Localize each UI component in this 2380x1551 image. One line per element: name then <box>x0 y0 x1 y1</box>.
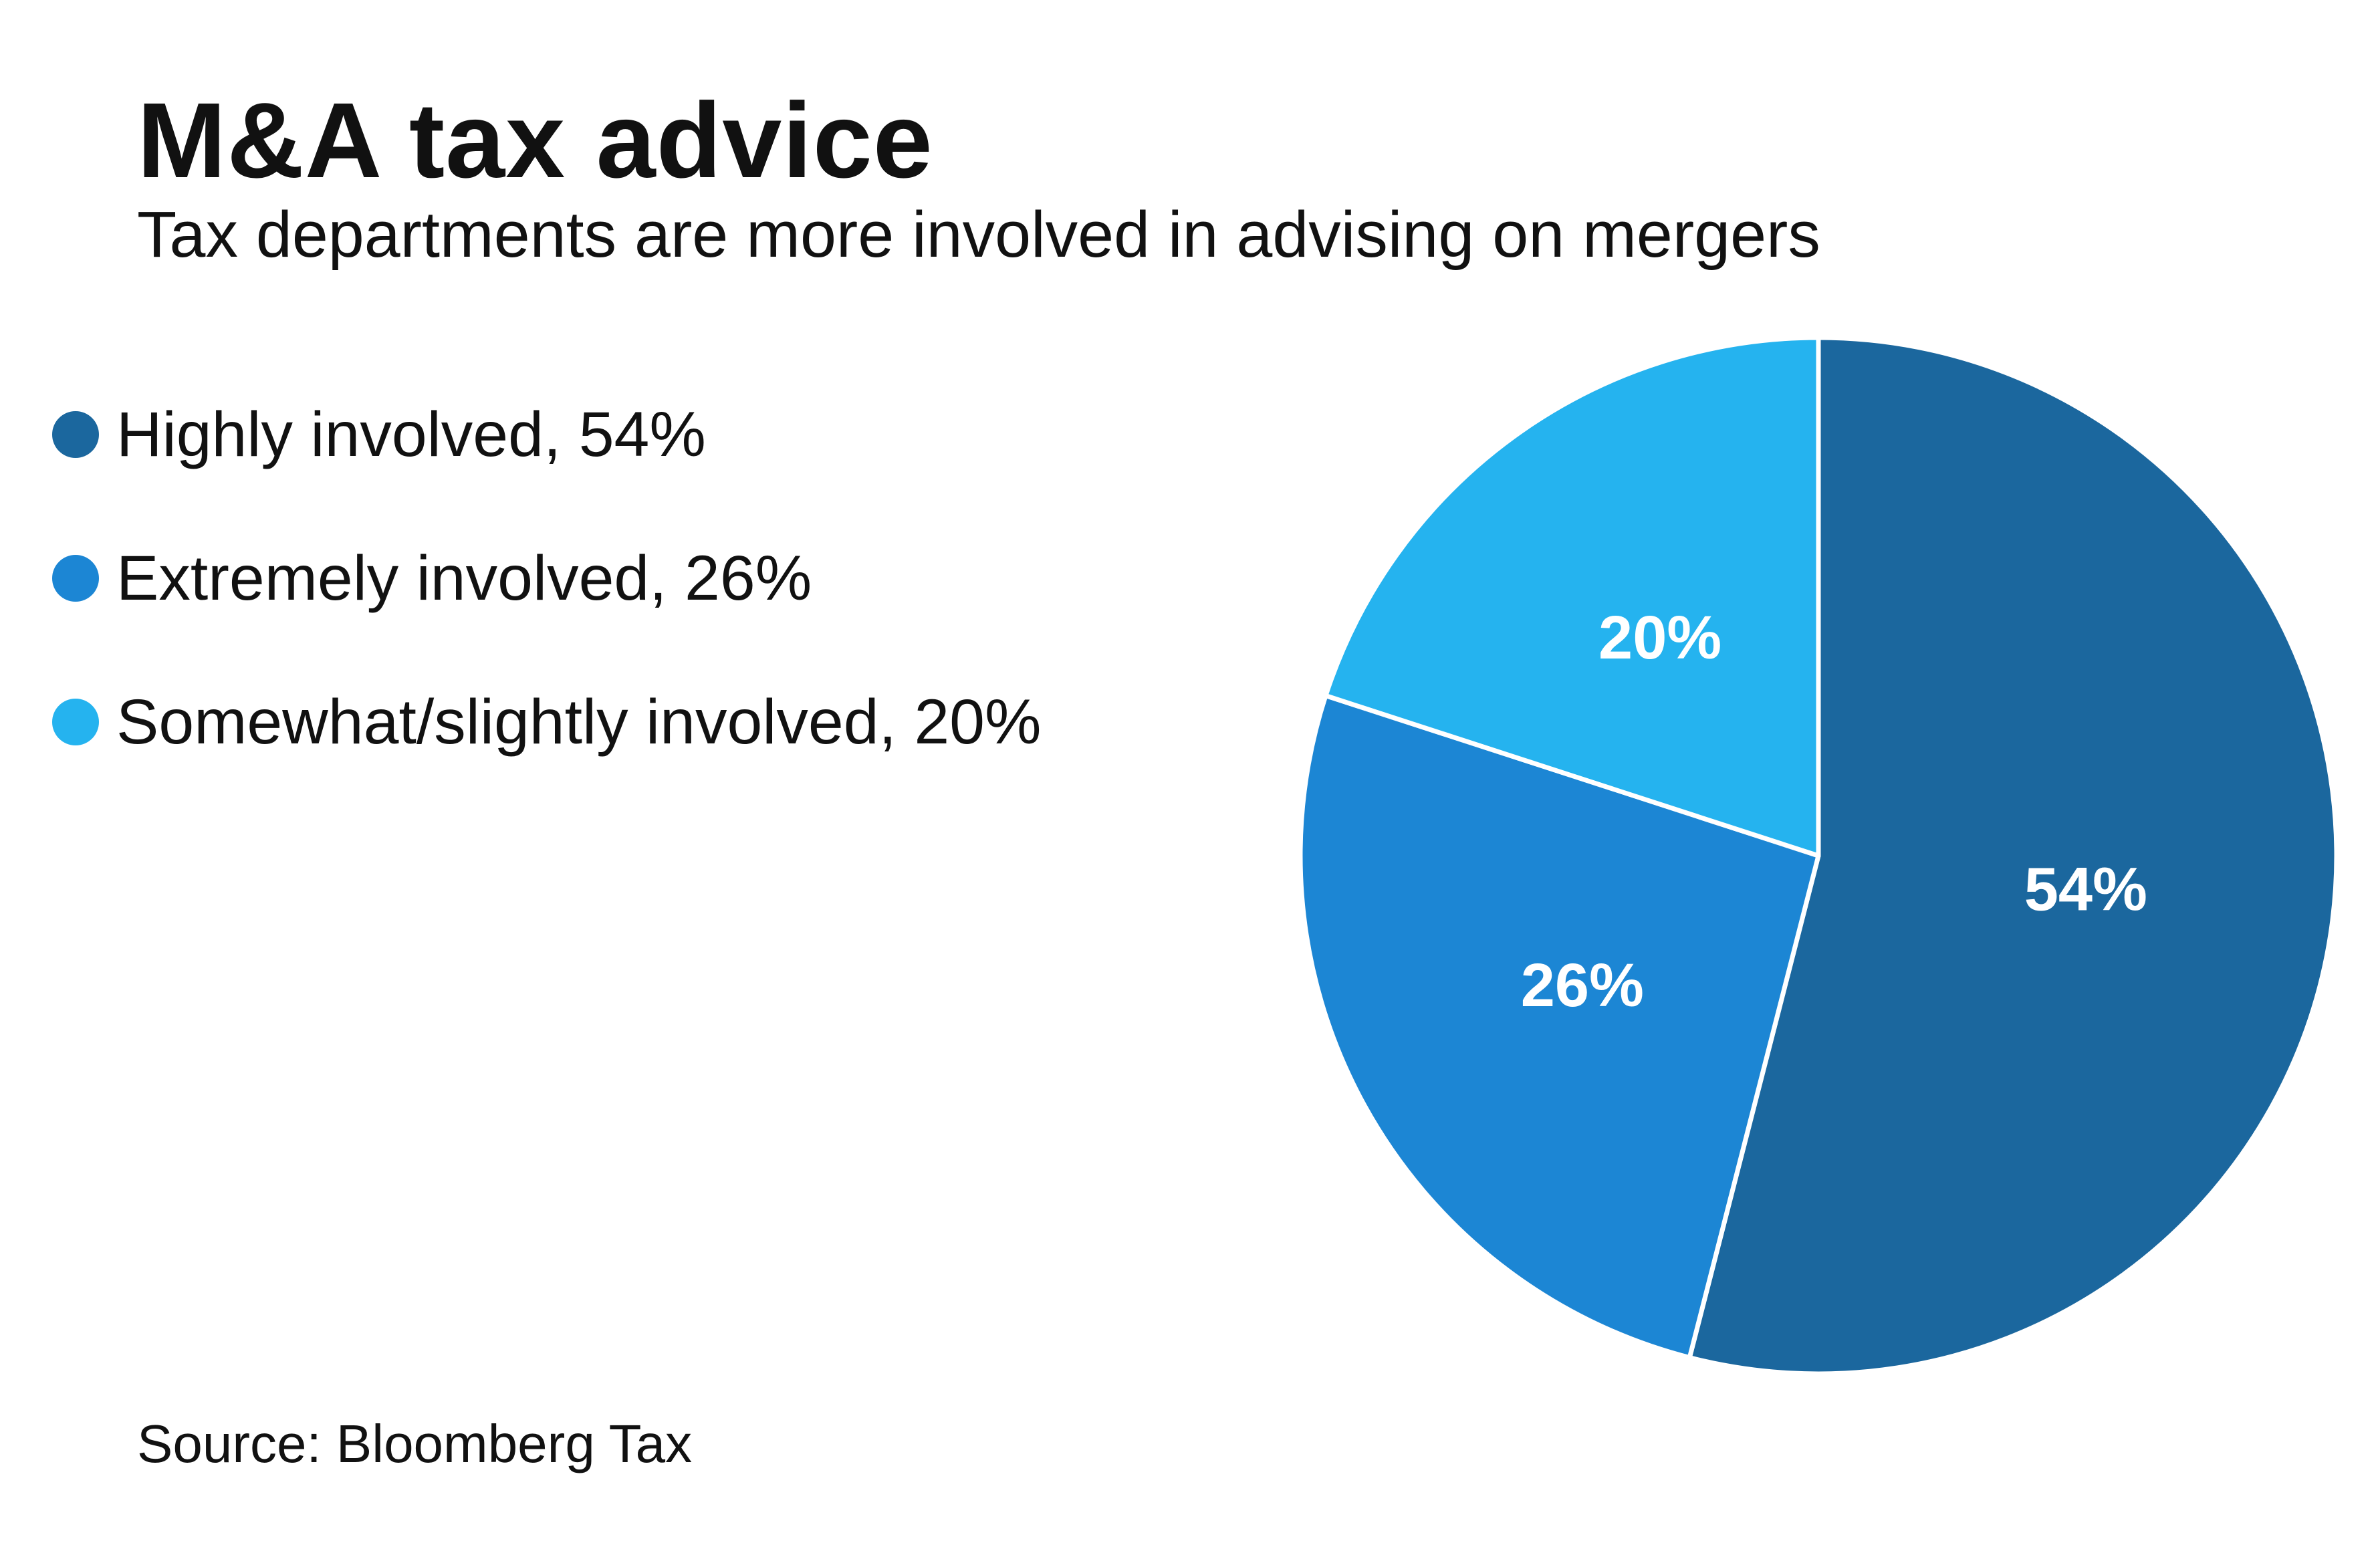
pie-slice-highly-involved <box>1687 335 2339 1377</box>
source-note: Source: Bloomberg Tax <box>137 1414 693 1473</box>
legend-label-somewhat-involved: Somewhat/slightly involved, 20% <box>116 686 1042 757</box>
pie-chart: 54% 26% 20% <box>1298 335 2339 1377</box>
legend-swatch-highly-involved <box>52 411 99 458</box>
data-label-extremely-involved: 26% <box>1521 951 1644 1020</box>
legend-item-highly-involved: Highly involved, 54% <box>52 398 1041 471</box>
data-label-highly-involved: 54% <box>2024 856 2147 924</box>
legend-item-extremely-involved: Extremely involved, 26% <box>52 542 1041 615</box>
chart-title: M&A tax advice <box>137 80 933 200</box>
data-label-somewhat-slightly-involved: 20% <box>1598 604 1721 672</box>
chart-subtitle: Tax departments are more involved in adv… <box>137 198 1820 271</box>
legend-label-extremely-involved: Extremely involved, 26% <box>116 542 812 614</box>
legend-swatch-somewhat-involved <box>52 699 99 745</box>
pie-chart-area: 54% 26% 20% <box>1270 321 2380 1431</box>
legend-item-somewhat-involved: Somewhat/slightly involved, 20% <box>52 685 1041 759</box>
pie-slice-somewhat-slightly-involved <box>1323 335 1821 858</box>
legend-label-highly-involved: Highly involved, 54% <box>116 398 706 470</box>
pie-slice-extremely-involved <box>1298 693 1821 1360</box>
legend: Highly involved, 54% Extremely involved,… <box>52 398 1041 829</box>
legend-swatch-extremely-involved <box>52 555 99 602</box>
